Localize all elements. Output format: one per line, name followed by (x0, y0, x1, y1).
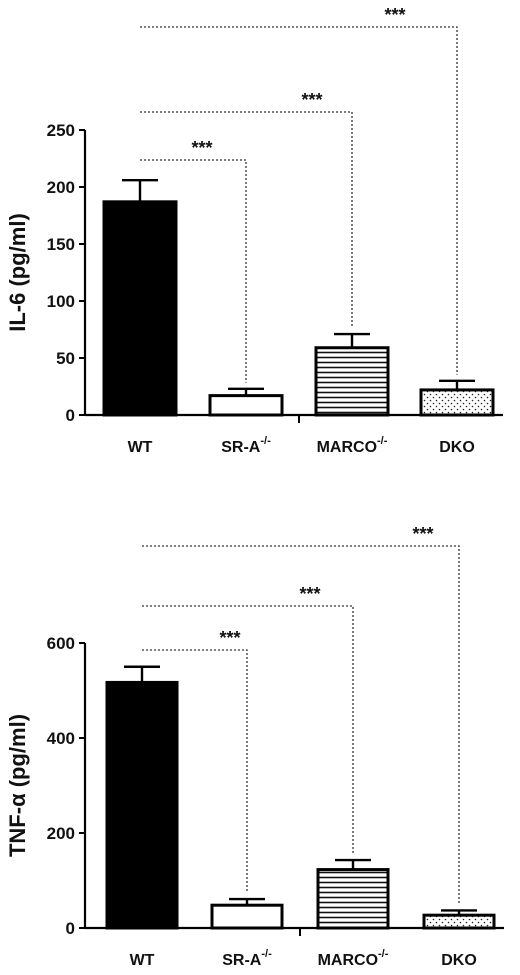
bar-wt (102, 200, 178, 417)
bar-dko (419, 388, 495, 417)
bar-marco (314, 346, 390, 417)
bar-marco (316, 868, 390, 930)
bar-sr-a (210, 903, 284, 930)
y-axis-label: IL-6 (pg/ml) (5, 213, 30, 332)
category-label: SR-A-/- (222, 948, 272, 969)
y-tick-label: 150 (47, 235, 75, 254)
significance-label: *** (412, 524, 433, 544)
significance-label: *** (299, 584, 320, 604)
significance-bracket (140, 26, 458, 375)
category-label: MARCO-/- (317, 435, 388, 456)
significance-bracket (140, 159, 247, 383)
significance-bracket (140, 111, 353, 329)
category-label: WT (128, 439, 153, 456)
y-tick-label: 600 (47, 634, 75, 653)
category-label: MARCO-/- (318, 948, 389, 969)
chart-2: 0 200 400 600 TNF-α (pg/ml) WT SR-A-/- MARCO-/-… (5, 524, 504, 969)
category-label: WT (130, 952, 155, 969)
significance-bracket (142, 545, 460, 905)
significance-bracket (142, 605, 354, 855)
bar-wt (105, 680, 179, 930)
significance-label: *** (301, 90, 322, 110)
y-axis-label: TNF-α (pg/ml) (5, 714, 30, 857)
bar-dko (422, 913, 496, 930)
y-tick-label: 0 (66, 919, 75, 938)
category-label: DKO (439, 439, 475, 456)
y-tick-label: 0 (66, 406, 75, 425)
category-label: DKO (441, 952, 477, 969)
y-tick-label: 100 (47, 292, 75, 311)
y-tick-label: 50 (56, 349, 75, 368)
y-tick-label: 250 (47, 121, 75, 140)
significance-label: *** (219, 628, 240, 648)
chart-1: 0 50 100 150 200 250 IL-6 (pg/ml) WT SR-A-/- MARC… (5, 5, 503, 456)
category-label: SR-A-/- (221, 435, 271, 456)
significance-bracket (142, 649, 248, 894)
significance-label: *** (191, 138, 212, 158)
y-tick-label: 400 (47, 729, 75, 748)
y-tick-label: 200 (47, 824, 75, 843)
y-tick-label: 200 (47, 178, 75, 197)
bar-sr-a (208, 394, 284, 417)
significance-label: *** (384, 5, 405, 25)
